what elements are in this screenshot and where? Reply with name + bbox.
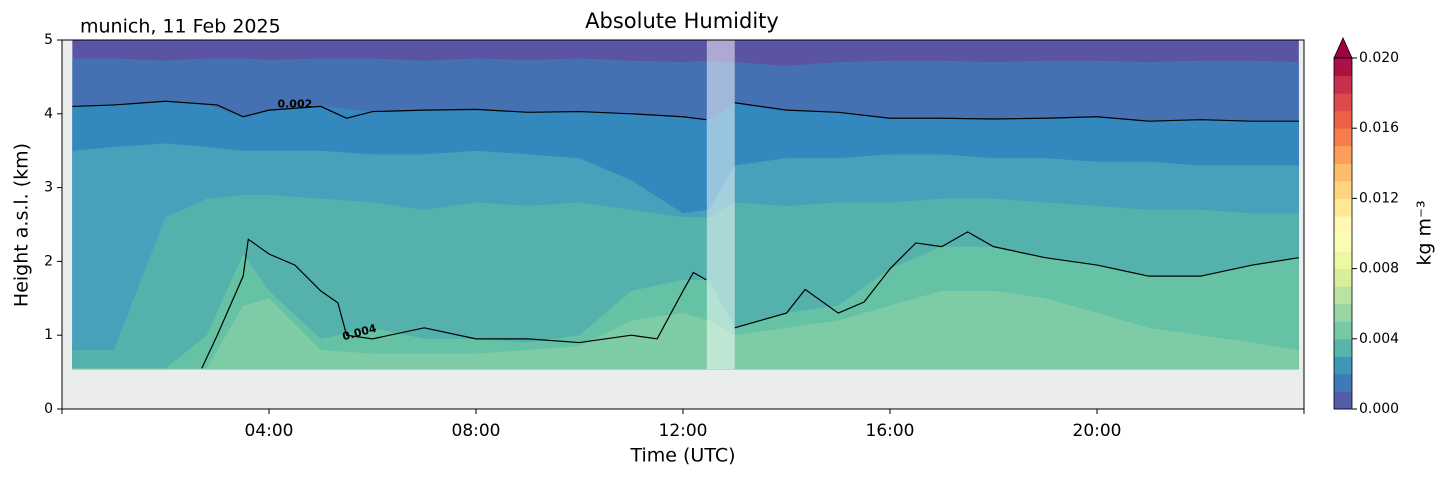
y-tick-label: 2 [44,253,53,269]
colorbar-step [1334,215,1352,234]
colorbar-step [1334,356,1352,375]
colorbar-step [1334,110,1352,129]
colorbar-label: kg m⁻³ [1414,200,1436,265]
chart-title: Absolute Humidity [585,9,779,33]
colorbar-step [1334,338,1352,357]
colorbar-tick-label: 0.012 [1359,190,1399,206]
contour-line [201,231,1299,369]
x-tick-label: 20:00 [1073,421,1122,441]
colorbar-tick-label: 0.000 [1359,401,1399,417]
colorbar-step [1334,58,1352,77]
y-tick-label: 3 [44,180,53,196]
colorbar-step [1334,286,1352,305]
colorbar-step [1334,75,1352,94]
y-tick-label: 1 [44,327,53,343]
y-axis-label: Height a.s.l. (km) [11,143,33,307]
y-tick-label: 0 [44,401,53,417]
x-tick-label: 08:00 [452,421,501,441]
x-tick-label: 04:00 [245,421,294,441]
colorbar-step [1334,198,1352,217]
colorbar-tick-label: 0.016 [1359,120,1399,136]
contour-band [72,290,1299,370]
colorbar-step [1334,373,1352,392]
colorbar-step [1334,391,1352,410]
colorbar-step [1334,163,1352,182]
colorbar-step [1334,128,1352,147]
x-tick-label: 12:00 [659,421,708,441]
colorbar-tick-label: 0.020 [1359,50,1399,66]
colorbar-step [1334,321,1352,340]
contour-label: 0.002 [277,97,312,110]
chart-subtitle: munich, 11 Feb 2025 [80,16,281,38]
colorbar-tick-label: 0.008 [1359,261,1399,277]
colorbar-frame [1333,57,1353,410]
colorbar-tick-label: 0.004 [1359,331,1399,347]
contour-line [72,100,1299,122]
colorbar-step [1334,180,1352,199]
colorbar-step [1334,251,1352,270]
x-axis-label: Time (UTC) [629,445,735,467]
colorbar-extend [1333,37,1353,59]
masked-interval [706,40,735,370]
y-tick-label: 5 [44,32,53,48]
colorbar-step [1334,303,1352,322]
y-tick-label: 4 [44,106,53,122]
colorbar-step [1334,233,1352,252]
colorbar-step [1334,145,1352,164]
x-tick-label: 16:00 [866,421,915,441]
colorbar-step [1334,268,1352,287]
colorbar-step [1334,93,1352,112]
